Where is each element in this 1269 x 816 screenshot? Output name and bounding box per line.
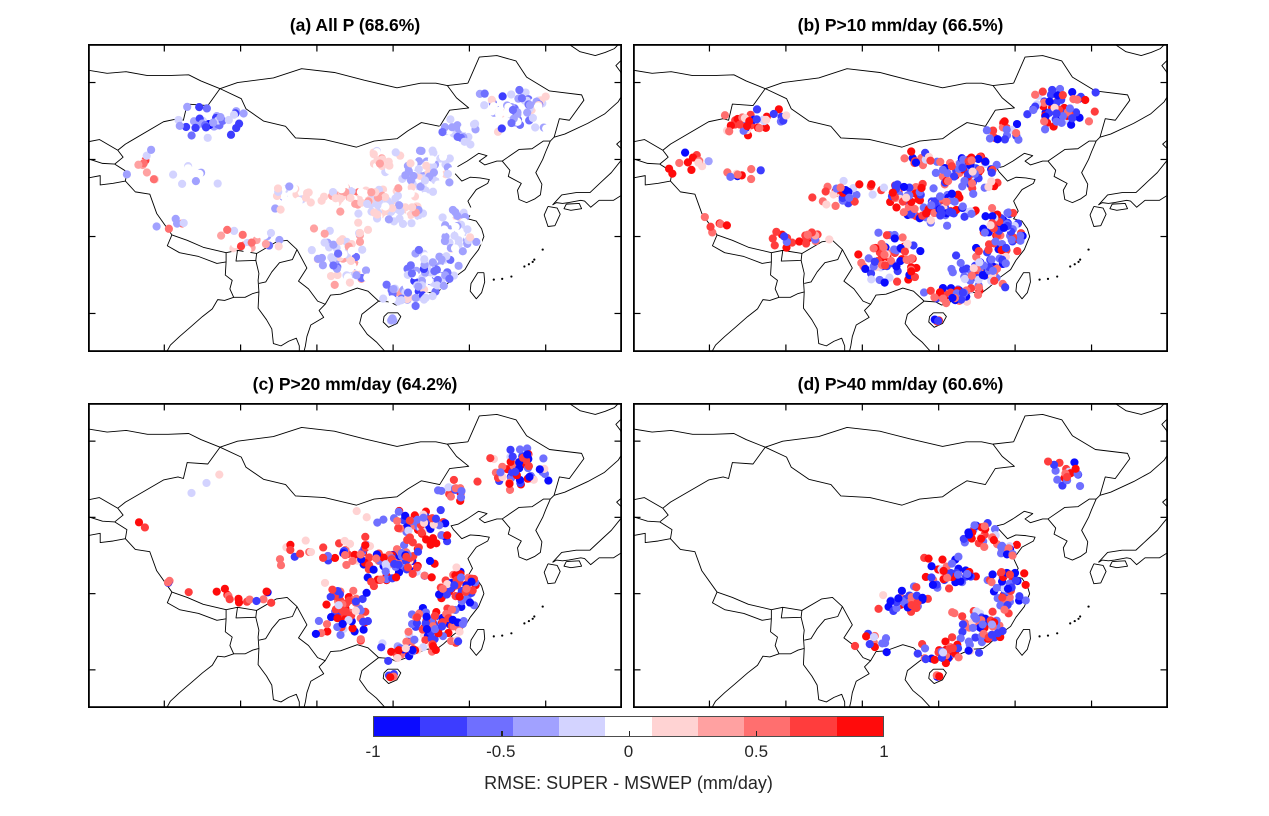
axis-ticks bbox=[634, 45, 1167, 351]
panel-d-map bbox=[633, 403, 1168, 708]
colorbar bbox=[373, 716, 884, 737]
axis-ticks bbox=[634, 404, 1167, 707]
panel-a-map bbox=[88, 44, 622, 352]
colorbar-tick-label: 1 bbox=[879, 742, 889, 761]
colorbar-segment bbox=[420, 717, 467, 736]
panel-a-title: (a) All P (68.6%) bbox=[289, 15, 421, 35]
colorbar-tick-label: 0 bbox=[623, 742, 634, 761]
colorbar-segment bbox=[697, 717, 745, 736]
panel-c-map-box bbox=[88, 403, 622, 708]
small-islands bbox=[492, 248, 544, 281]
panel-c: (c) P>20 mm/day (64.2%) bbox=[88, 369, 622, 708]
colorbar-segment bbox=[836, 717, 883, 736]
colorbar-block: -1 -0.5 0 0.5 1 RMSE: SUPER - MSWEP (mm/day) bbox=[365, 716, 889, 794]
station-dots bbox=[850, 457, 1085, 681]
country-borders bbox=[89, 404, 621, 707]
colorbar-segment bbox=[790, 717, 837, 736]
axis-ticks bbox=[89, 45, 621, 351]
colorbar-segment bbox=[559, 717, 606, 736]
colorbar-notch bbox=[628, 731, 630, 736]
colorbar-axis-label: RMSE: SUPER - MSWEP (mm/day) bbox=[484, 773, 773, 793]
axis-ticks bbox=[89, 404, 621, 707]
panel-c-title: (c) P>20 mm/day (64.2%) bbox=[252, 374, 458, 394]
map-frame bbox=[633, 403, 1168, 708]
colorbar-segment bbox=[466, 717, 513, 736]
colorbar-segment bbox=[605, 717, 652, 736]
small-islands bbox=[1038, 248, 1090, 281]
panel-a-map-box bbox=[88, 44, 622, 352]
country-borders bbox=[634, 45, 1167, 351]
panel-d-title: (d) P>40 mm/day (60.6%) bbox=[797, 374, 1004, 394]
colorbar-notch bbox=[501, 731, 503, 736]
panel-b-map bbox=[633, 44, 1168, 352]
colorbar-tick-label: 0.5 bbox=[744, 742, 769, 761]
station-dots bbox=[134, 444, 553, 682]
panel-a: (a) All P (68.6%) bbox=[88, 10, 622, 352]
panel-d: (d) P>40 mm/day (60.6%) bbox=[633, 369, 1168, 708]
country-borders bbox=[634, 404, 1167, 707]
station-dots bbox=[664, 84, 1100, 326]
colorbar-tick-label: -0.5 bbox=[486, 742, 516, 761]
colorbar-notch bbox=[755, 731, 758, 736]
panel-c-map bbox=[88, 403, 622, 708]
panel-b: (b) P>10 mm/day (66.5%) bbox=[633, 10, 1168, 352]
colorbar-segment bbox=[512, 717, 560, 736]
small-islands bbox=[1038, 605, 1090, 638]
colorbar-segment bbox=[744, 717, 791, 736]
small-islands bbox=[492, 605, 544, 638]
colorbar-segment bbox=[374, 717, 421, 736]
colorbar-tick-labels: -1 -0.5 0 0.5 1 bbox=[365, 742, 888, 764]
panel-b-title: (b) P>10 mm/day (66.5%) bbox=[797, 15, 1004, 35]
colorbar-tick-label: -1 bbox=[365, 742, 381, 761]
panel-d-map-box bbox=[633, 403, 1168, 708]
station-dots bbox=[122, 85, 551, 326]
panel-b-map-box bbox=[633, 44, 1168, 352]
colorbar-segment bbox=[651, 717, 698, 736]
